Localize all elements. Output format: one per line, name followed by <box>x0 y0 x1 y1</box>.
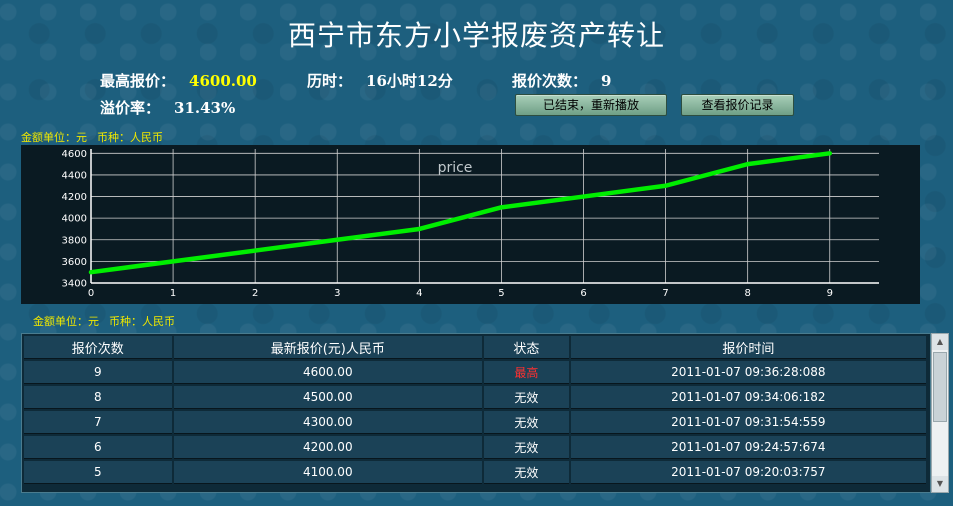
max-price-label: 最高报价： <box>100 72 176 90</box>
duration-stat: 历时： 16小时12分 <box>307 70 453 91</box>
x-tick-label: 4 <box>416 288 422 299</box>
premium-stat: 溢价率： 31.43% <box>100 97 235 118</box>
chart-title: price <box>438 160 473 176</box>
premium-value: 31.43% <box>174 99 236 117</box>
y-tick-label: 3600 <box>62 257 87 268</box>
bid-count-stat: 报价次数： 9 <box>512 70 611 91</box>
premium-label: 溢价率： <box>100 99 161 117</box>
x-tick-label: 6 <box>580 288 586 299</box>
scroll-down-icon[interactable]: ▼ <box>932 476 948 492</box>
unit-amount-top: 金额单位：元 <box>21 131 87 144</box>
x-tick-label: 1 <box>170 288 176 299</box>
cell-time: 2011-01-07 09:34:06:182 <box>570 386 926 409</box>
cell-price: 4200.00 <box>173 436 482 459</box>
header-status: 状态 <box>483 336 569 359</box>
max-price-value: 4600.00 <box>189 72 257 90</box>
view-records-button[interactable]: 查看报价记录 <box>681 94 794 116</box>
header-latest-price: 最新报价(元)人民币 <box>173 336 482 359</box>
replay-button[interactable]: 已结束，重新播放 <box>515 94 667 116</box>
cell-price: 4300.00 <box>173 411 482 434</box>
bid-records-table-container[interactable]: 报价次数 最新报价(元)人民币 状态 报价时间 9 4600.00 最高 201… <box>21 333 931 493</box>
table-row: 8 4500.00 无效 2011-01-07 09:34:06:182 <box>24 386 926 409</box>
y-tick-label: 4400 <box>62 170 87 181</box>
x-tick-label: 5 <box>498 288 504 299</box>
cell-count: 8 <box>24 386 172 409</box>
bid-count-label: 报价次数： <box>512 72 588 90</box>
cell-time: 2011-01-07 09:20:03:757 <box>570 461 926 484</box>
cell-time: 2011-01-07 09:36:28:088 <box>570 361 926 384</box>
cell-time: 2011-01-07 09:31:54:559 <box>570 411 926 434</box>
y-tick-label: 3400 <box>62 279 87 290</box>
x-tick-label: 3 <box>334 288 340 299</box>
cell-count: 6 <box>24 436 172 459</box>
max-price-stat: 最高报价： 4600.00 <box>100 70 257 91</box>
x-tick-label: 2 <box>252 288 258 299</box>
header-bid-count: 报价次数 <box>24 336 172 359</box>
scroll-thumb[interactable] <box>933 352 947 422</box>
price-chart-svg: 3400 3600 3800 4000 4200 4400 4600 0 1 2 3 4 5 6 7 8 9 pr… <box>62 149 879 299</box>
unit-currency-top: 币种：人民币 <box>97 131 163 144</box>
cell-status: 无效 <box>483 436 569 459</box>
duration-label: 历时： <box>307 72 353 90</box>
y-tick-label: 4000 <box>62 214 87 225</box>
cell-status: 无效 <box>483 461 569 484</box>
y-tick-label: 3800 <box>62 235 87 246</box>
cell-count: 9 <box>24 361 172 384</box>
price-chart: 3400 3600 3800 4000 4200 4400 4600 0 1 2 3 4 5 6 7 8 9 pr… <box>21 145 920 304</box>
cell-price: 4600.00 <box>173 361 482 384</box>
table-row: 7 4300.00 无效 2011-01-07 09:31:54:559 <box>24 411 926 434</box>
cell-status: 无效 <box>483 386 569 409</box>
table-row: 6 4200.00 无效 2011-01-07 09:24:57:674 <box>24 436 926 459</box>
table-scrollbar[interactable]: ▲ ▼ <box>931 333 949 493</box>
scroll-up-icon[interactable]: ▲ <box>932 334 948 350</box>
x-tick-label: 7 <box>662 288 668 299</box>
cell-status: 最高 <box>483 361 569 384</box>
x-tick-label: 9 <box>827 288 833 299</box>
cell-price: 4100.00 <box>173 461 482 484</box>
table-row: 5 4100.00 无效 2011-01-07 09:20:03:757 <box>24 461 926 484</box>
header-bid-time: 报价时间 <box>570 336 926 359</box>
cell-count: 7 <box>24 411 172 434</box>
cell-time: 2011-01-07 09:24:57:674 <box>570 436 926 459</box>
x-tick-label: 0 <box>88 288 94 299</box>
price-series-line <box>88 151 832 275</box>
unit-note-top: 金额单位：元 币种：人民币 <box>21 129 163 145</box>
bid-count-value: 9 <box>601 72 612 90</box>
unit-amount-bottom: 金额单位：元 <box>33 315 99 328</box>
table-row: 9 4600.00 最高 2011-01-07 09:36:28:088 <box>24 361 926 384</box>
page-title: 西宁市东方小学报废资产转让 <box>287 19 665 52</box>
unit-currency-bottom: 币种：人民币 <box>109 315 175 328</box>
y-tick-label: 4200 <box>62 192 87 203</box>
cell-status: 无效 <box>483 411 569 434</box>
unit-note-bottom: 金额单位：元 币种：人民币 <box>33 313 175 329</box>
x-tick-label: 8 <box>744 288 750 299</box>
cell-price: 4500.00 <box>173 386 482 409</box>
bid-records-table: 报价次数 最新报价(元)人民币 状态 报价时间 9 4600.00 最高 201… <box>22 334 928 486</box>
table-header-row: 报价次数 最新报价(元)人民币 状态 报价时间 <box>24 336 926 359</box>
cell-count: 5 <box>24 461 172 484</box>
y-tick-label: 4600 <box>62 149 87 160</box>
duration-value: 16小时12分 <box>366 72 453 90</box>
